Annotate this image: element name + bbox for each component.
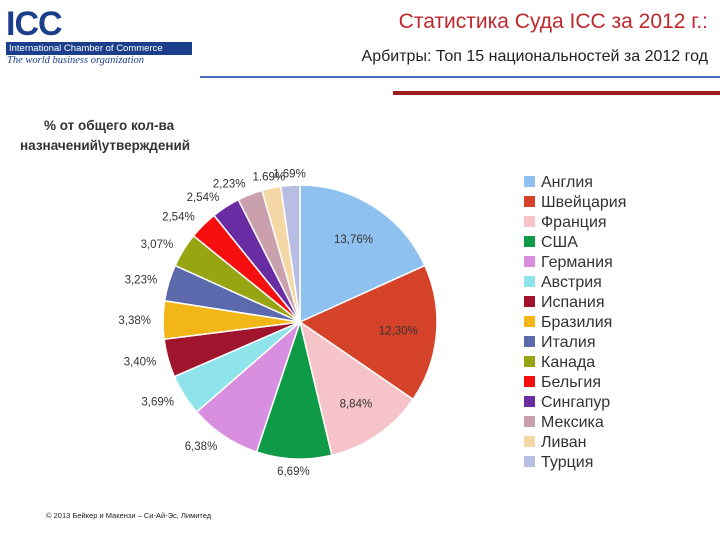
legend-swatch xyxy=(524,376,535,387)
chart-title-line: % от общего кол-ва xyxy=(44,118,175,133)
legend-swatch xyxy=(524,356,535,367)
legend-label: Италия xyxy=(541,334,595,351)
pie-slice xyxy=(298,264,438,401)
icc-logo-bar: International Chamber of Commerce xyxy=(6,42,192,55)
legend-label: Бразилия xyxy=(541,314,612,331)
legend-swatch xyxy=(524,296,535,307)
icc-logo-tagline: The world business organization xyxy=(7,55,145,66)
legend-swatch xyxy=(524,436,535,447)
legend-swatch xyxy=(524,336,535,347)
legend-label: Бельгия xyxy=(541,374,601,391)
legend-label: Мексика xyxy=(541,414,604,431)
legend-swatch xyxy=(524,396,535,407)
pie-data-label: 1.69% xyxy=(252,171,285,183)
header-divider-blue xyxy=(200,76,720,78)
page-title: Статистика Суда ICC за 2012 г.: xyxy=(398,10,708,33)
pie-data-label: 2,54% xyxy=(187,192,220,204)
header-divider-red xyxy=(393,91,720,95)
chart-legend: Англия Швейцария Франция США Германия Австрия… xyxy=(524,174,626,471)
pie-slice xyxy=(298,320,415,457)
pie-data-label: 3,07% xyxy=(141,239,174,251)
pie-slice xyxy=(279,184,301,323)
pie-data-label: 3,38% xyxy=(118,315,151,327)
legend-label: Ливан xyxy=(541,434,587,451)
legend-label: Испания xyxy=(541,294,605,311)
legend-label: Швейцария xyxy=(541,194,626,211)
icc-logo: ICC International Chamber of Commerce Th… xyxy=(6,6,192,66)
page-subtitle: Арбитры: Топ 15 национальностей за 2012 … xyxy=(361,48,708,65)
pie-data-label: 6,38% xyxy=(185,441,218,453)
copyright-footer: © 2013 Бейкер и Макензи – Си-Ай-Эс, Лими… xyxy=(46,511,212,520)
pie-data-labels: 13,76% 12,30% 8,84% 6,69% 6,38% 3,69% 3,40% 3,3… xyxy=(118,168,417,478)
legend-label: Канада xyxy=(541,354,595,371)
legend-label: Германия xyxy=(541,254,613,271)
icc-logo-mark: ICC xyxy=(6,6,63,38)
legend-swatch xyxy=(524,456,535,467)
legend-swatch xyxy=(524,416,535,427)
pie-data-label: 6,69% xyxy=(277,466,310,478)
pie-slice xyxy=(299,184,426,324)
legend-swatch xyxy=(524,276,535,287)
chart-title: % от общего кол-ва назначений\утверждений xyxy=(20,118,190,153)
legend-swatch xyxy=(524,196,535,207)
icc-logo-letters: ICC xyxy=(6,6,62,38)
pie-slices xyxy=(162,184,438,460)
legend-swatch xyxy=(524,236,535,247)
legend-swatch xyxy=(524,216,535,227)
pie-data-label: 12,30% xyxy=(379,326,418,338)
pie-data-label: 13,76% xyxy=(334,234,373,246)
legend-label: Англия xyxy=(541,174,593,191)
pie-data-label: 2,23% xyxy=(213,178,246,190)
legend-label: Турция xyxy=(541,454,593,471)
pie-data-label: 3,40% xyxy=(124,356,157,368)
legend-label: США xyxy=(541,234,578,251)
pie-data-label: 1,69% xyxy=(273,168,306,180)
chart-title-line: назначений\утверждений xyxy=(20,138,190,153)
legend-swatch xyxy=(524,256,535,267)
pie-data-label: 8,84% xyxy=(340,398,373,410)
legend-label: Франция xyxy=(541,214,607,231)
legend-label: Австрия xyxy=(541,274,602,291)
pie-data-label: 3,69% xyxy=(141,397,174,409)
legend-swatch xyxy=(524,316,535,327)
legend-label: Сингапур xyxy=(541,394,610,411)
legend-swatch xyxy=(524,176,535,187)
pie-data-label: 2,54% xyxy=(162,212,195,224)
pie-data-label: 3,23% xyxy=(125,274,158,286)
